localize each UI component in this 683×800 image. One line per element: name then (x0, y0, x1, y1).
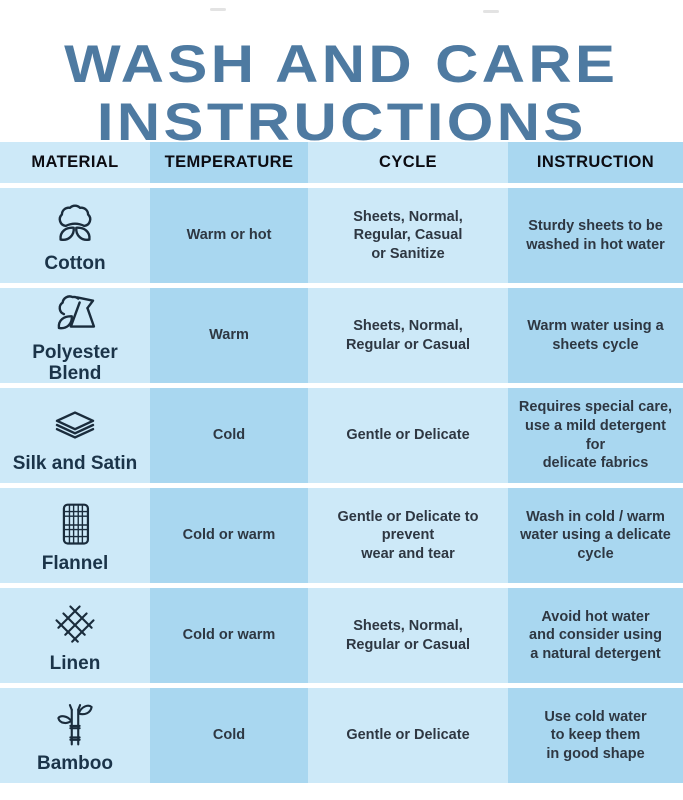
material-cell-polyester-blend: Polyester Blend (0, 288, 150, 384)
temperature-cell: Cold or warm (150, 588, 308, 683)
instruction-cell: Wash in cold / warm water using a delica… (508, 488, 683, 583)
temperature-cell: Warm (150, 288, 308, 383)
instruction-cell: Warm water using a sheets cycle (508, 288, 683, 383)
material-label: Cotton (44, 253, 106, 275)
temperature-cell: Cold (150, 388, 308, 483)
instruction-cell: Use cold water to keep them in good shap… (508, 688, 683, 783)
header-cell-cycle: CYCLE (308, 142, 508, 183)
cycle-cell: Sheets, Normal, Regular, Casual or Sanit… (308, 188, 508, 283)
material-cell-bamboo: Bamboo (0, 688, 150, 783)
header-cell-instruction: INSTRUCTION (508, 142, 683, 183)
cycle-cell: Sheets, Normal, Regular or Casual (308, 588, 508, 683)
temperature-cell: Cold (150, 688, 308, 783)
temperature-cell: Cold or warm (150, 488, 308, 583)
bamboo-stalk-icon (51, 700, 99, 750)
polyester-blend-icon (51, 291, 99, 339)
linen-weave-icon (51, 600, 99, 650)
title-line-1: WASH AND CARE (64, 35, 619, 94)
header-cell-material: MATERIAL (0, 142, 150, 183)
cycle-cell: Gentle or Delicate (308, 688, 508, 783)
cycle-cell: Gentle or Delicate (308, 388, 508, 483)
cotton-boll-icon (51, 200, 99, 250)
plaid-flannel-icon (51, 500, 99, 550)
material-cell-flannel: Flannel (0, 488, 150, 583)
cycle-cell: Gentle or Delicate to prevent wear and t… (308, 488, 508, 583)
instruction-cell: Avoid hot water and consider using a nat… (508, 588, 683, 683)
material-label: Polyester Blend (32, 341, 118, 384)
material-cell-cotton: Cotton (0, 188, 150, 283)
page-title: WASH AND CARE INSTRUCTIONS (0, 35, 683, 158)
care-table: MATERIAL TEMPERATURE CYCLE INSTRUCTION C… (0, 142, 683, 783)
scan-artifact-mark (483, 10, 499, 13)
instruction-cell: Sturdy sheets to be washed in hot water (508, 188, 683, 283)
material-cell-silk-satin: Silk and Satin (0, 388, 150, 483)
material-label: Bamboo (37, 753, 113, 775)
title-line-2: INSTRUCTIONS (96, 93, 587, 152)
material-label: Linen (49, 653, 101, 675)
folded-silk-icon (51, 400, 99, 450)
cycle-cell: Sheets, Normal, Regular or Casual (308, 288, 508, 383)
instruction-cell: Requires special care, use a mild deterg… (508, 388, 683, 483)
scan-artifact-mark (210, 8, 226, 11)
temperature-cell: Warm or hot (150, 188, 308, 283)
material-label: Silk and Satin (12, 453, 138, 475)
header-cell-temperature: TEMPERATURE (150, 142, 308, 183)
material-cell-linen: Linen (0, 588, 150, 683)
material-label: Flannel (41, 553, 109, 575)
